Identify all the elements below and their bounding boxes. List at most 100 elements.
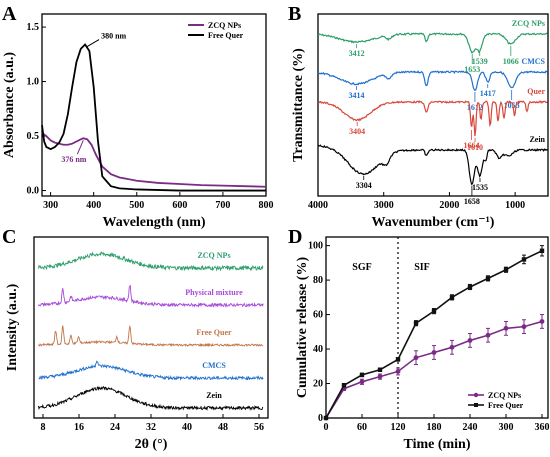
panel-letter-b: B [288, 3, 301, 25]
data-point-circle [359, 379, 365, 385]
x-tick-label-d: 240 [463, 422, 478, 433]
legend-label-a: Free Quer [208, 31, 244, 40]
data-point-square [413, 320, 419, 326]
xrd-pattern-4 [38, 385, 264, 412]
x-tick-label-b: 1000 [505, 200, 525, 211]
y-tick-label-a: 1.0 [27, 77, 40, 88]
data-point-circle [467, 338, 473, 343]
data-point-square [521, 257, 527, 262]
region-label-sif: SIF [414, 262, 430, 273]
x-tick-label-b: 4000 [308, 200, 328, 211]
data-point-circle [377, 374, 383, 380]
x-axis-title-d: Time (min) [403, 437, 470, 452]
y-tick-label-a: 0.5 [27, 131, 40, 142]
data-point-square [503, 267, 509, 272]
ftir-spectrum-3 [317, 144, 548, 186]
series-label-c: CMCS [202, 361, 226, 370]
y-tick-label-d: 0 [318, 413, 323, 424]
plot-frame-b [317, 13, 549, 197]
xrd-pattern-0 [38, 251, 264, 272]
x-tick-label-c: 16 [74, 422, 84, 433]
data-point-square [431, 308, 437, 314]
legend-marker-d [474, 403, 478, 407]
panel-d-release-curves: 0 60 120 180 240 300 360 0 20 40 60 80 100 Time (min)… [295, 236, 550, 452]
ftir-spectrum-2 [318, 100, 548, 137]
ftir-spectrum-1 [317, 70, 548, 92]
y-axis-title-a: Absorbance (a.u.) [2, 52, 17, 159]
peak-label-b: 1539 [472, 57, 488, 66]
panel-b-ftir-spectra: 4000 3000 2000 1000 Wavenumber (cm⁻¹) Transmi… [291, 13, 549, 230]
xrd-pattern-1 [38, 284, 264, 309]
x-tick-label-a: 300 [43, 200, 58, 211]
x-tick-label-c: 48 [218, 422, 228, 433]
series-label-c: Physical mixture [185, 288, 243, 297]
peak-label-b: 1664 [464, 141, 480, 150]
peak-label-b: 1066 [503, 57, 519, 66]
x-tick-label-d: 360 [535, 422, 550, 433]
legend-label-d: Free Quer [488, 401, 524, 410]
peak-label-b: 3304 [356, 181, 372, 190]
y-tick-label-d: 100 [308, 241, 323, 252]
panel-letter-d: D [288, 226, 302, 248]
annotation-arrow-a [86, 39, 100, 47]
y-tick-label-d: 20 [313, 379, 323, 390]
panel-letter-a: A [2, 3, 17, 25]
x-tick-label-d: 300 [499, 422, 514, 433]
x-tick-label-a: 500 [129, 200, 144, 211]
x-tick-label-c: 32 [146, 422, 156, 433]
x-tick-label-a: 800 [259, 200, 274, 211]
data-point-square [485, 276, 491, 281]
series-line-a-1 [41, 43, 266, 192]
peak-label-b: 1053 [504, 101, 520, 110]
data-point-square [323, 415, 329, 421]
x-tick-label-b: 2000 [439, 200, 459, 211]
x-tick-label-d: 180 [427, 422, 442, 433]
data-point-square [341, 383, 347, 388]
data-point-square [539, 248, 545, 253]
x-axis-title-a: Wavelength (nm) [102, 215, 205, 230]
peak-label-b: 3414 [349, 91, 365, 100]
panel-c-xrd-patterns: 8 16 24 32 40 48 56 2θ (°) Intensity (a.u.) ZCQ N… [5, 236, 269, 452]
peak-label-b: 1612 [467, 103, 483, 112]
y-axis-title-c: Intensity (a.u.) [5, 283, 20, 371]
x-tick-label-c: 40 [182, 422, 192, 433]
xrd-pattern-2 [38, 324, 264, 348]
plot-frame-c [33, 236, 269, 419]
ftir-spectrum-0 [317, 32, 548, 54]
data-point-circle [521, 324, 527, 330]
region-label-sgf: SGF [352, 262, 371, 273]
x-tick-label-a: 700 [215, 200, 230, 211]
legend-marker-d [473, 392, 479, 398]
series-label-c: ZCQ NPs [197, 251, 230, 260]
series-label-c: Free Quer [196, 328, 232, 337]
x-tick-label-d: 60 [357, 422, 367, 433]
peak-label-b: 3412 [349, 49, 365, 58]
y-tick-label-d: 80 [313, 275, 323, 286]
peak-label-b: 1653 [464, 65, 480, 74]
legend-label-d: ZCQ NPs [488, 391, 521, 400]
data-point-square [377, 367, 383, 372]
x-tick-label-a: 600 [172, 200, 187, 211]
data-point-circle [539, 319, 545, 324]
peak-label-b: 1658 [464, 197, 480, 206]
data-point-square [449, 295, 455, 300]
peak-label-b: 1417 [480, 89, 496, 98]
annotation-label-a: 380 nm [101, 32, 126, 41]
peak-label-b: 1610 [467, 143, 483, 152]
data-point-circle [503, 325, 509, 331]
x-tick-label-c: 8 [41, 422, 46, 433]
x-tick-label-c: 24 [110, 422, 120, 433]
panel-a-uv-spectra: 300 400 500 600 700 800 0.0 0.5 1.0 1.5 Wavelength… [2, 13, 274, 230]
y-tick-label-d: 40 [313, 344, 323, 355]
annotation-arrow-a [76, 140, 84, 155]
data-point-circle [449, 344, 455, 350]
x-axis-title-c: 2θ (°) [135, 437, 168, 452]
legend-label-a: ZCQ NPs [208, 21, 241, 30]
x-tick-label-d: 0 [324, 422, 329, 433]
data-point-square [359, 372, 365, 378]
series-label-b: ZCQ NPs [512, 19, 545, 28]
series-label-b: CMCS [521, 57, 545, 66]
data-point-square [467, 284, 473, 290]
series-label-b: Quer [527, 87, 545, 96]
data-point-square [395, 357, 401, 362]
